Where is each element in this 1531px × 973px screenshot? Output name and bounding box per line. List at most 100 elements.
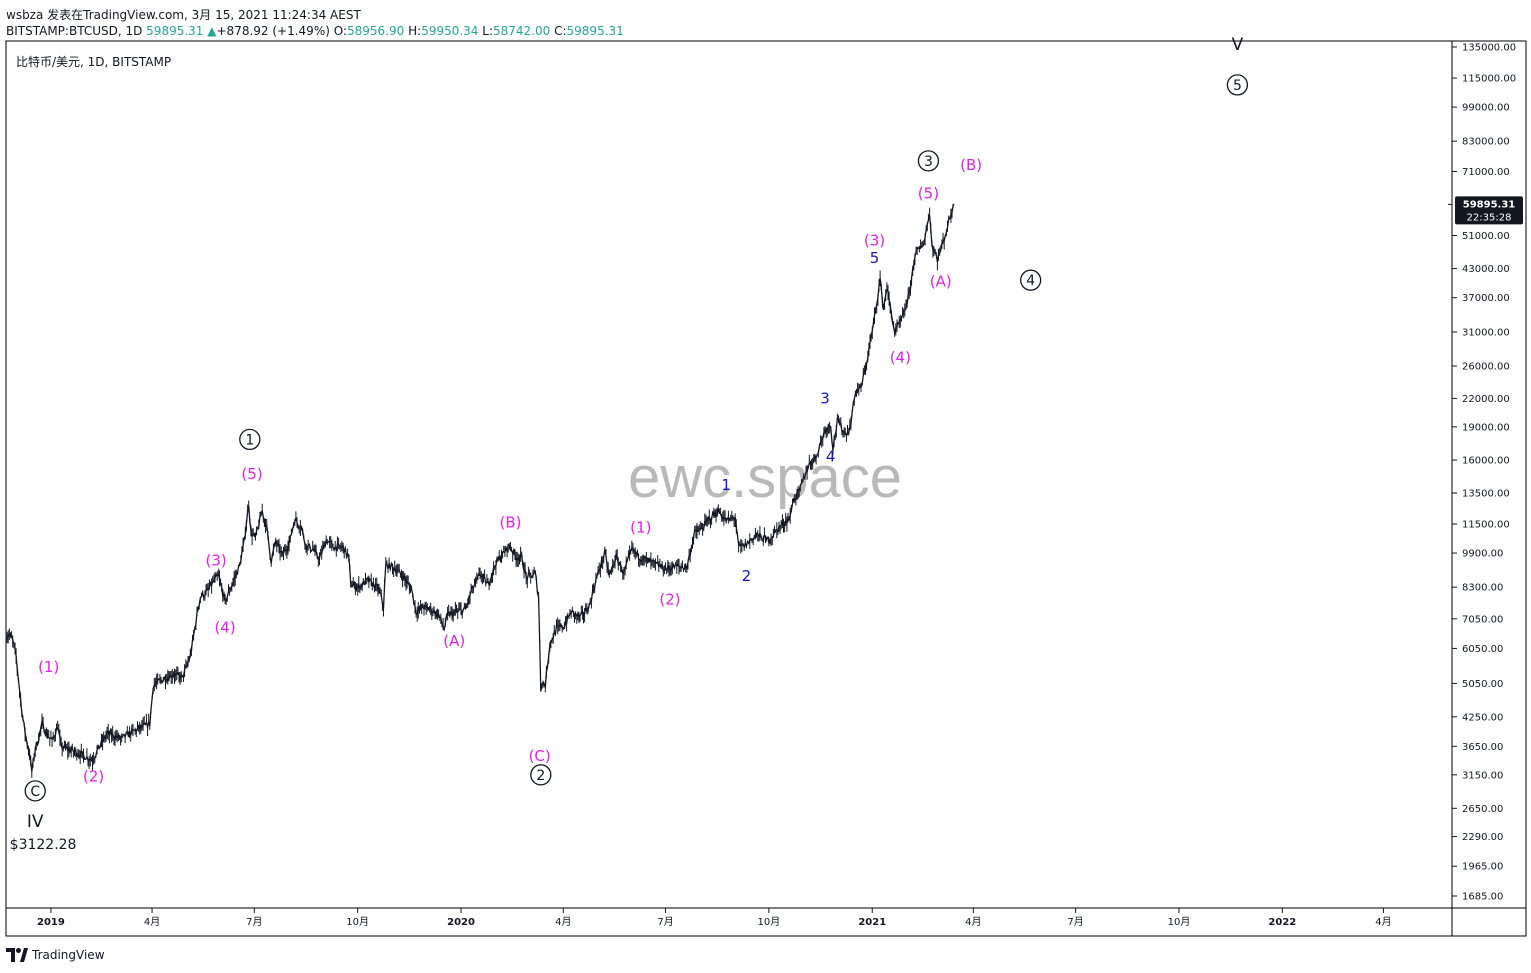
wave-label-text: 1 [721, 476, 731, 494]
time-tick-label: 10月 [758, 916, 781, 928]
low-value: 58742.00 [493, 24, 551, 38]
tradingview-brand: TradingView [32, 948, 105, 962]
price-tick-label: 83000.00 [1462, 137, 1510, 148]
open-value: 58956.90 [347, 24, 405, 38]
wave-label: (C) [529, 747, 551, 765]
price-tick-label: 19000.00 [1462, 422, 1510, 433]
price-axis[interactable]: 135000.00 115000.00 99000.00 83000.00 71000.… [1452, 43, 1516, 903]
wave-label: (2) [659, 590, 680, 608]
wave-label: 4 [826, 448, 836, 466]
wave-label-circle [24, 780, 46, 802]
wave-label: V [1232, 35, 1244, 55]
high-label: H: [408, 24, 422, 38]
price-tick-label: 1685.00 [1462, 892, 1503, 903]
chart-legend: 比特币/美元, 1D, BITSTAMP [16, 54, 171, 69]
wave-label-text: (2) [83, 767, 104, 785]
close-value: 59895.31 [566, 24, 624, 38]
price-tick-label: 9900.00 [1462, 549, 1503, 560]
wave-label-circle [239, 428, 261, 451]
price-tag: 59895.31 22:35:28 [1448, 196, 1523, 225]
price-tick-label: 115000.00 [1462, 74, 1516, 85]
wave-label-circle [1226, 74, 1249, 96]
wave-label-text: (B) [499, 514, 521, 532]
price-tick-label: 31000.00 [1462, 327, 1510, 338]
wave-label-text: 5 [870, 249, 880, 267]
time-axis[interactable]: 2019 4月 7月 10月 2020 4月 7月 10月 2021 4月 7月 10月 2022 4月 [37, 908, 1392, 928]
time-tick-label: 10月 [1168, 916, 1191, 928]
symbol-label: BITSTAMP:BTCUSD, 1D [6, 24, 143, 38]
price-tag-countdown: 22:35:28 [1467, 212, 1512, 223]
wave-label: (1) [630, 519, 651, 537]
price-tick-label: 37000.00 [1462, 293, 1510, 304]
wave-label-circle [530, 764, 552, 786]
wave-label-text: C [30, 784, 40, 800]
time-tick-label: 2022 [1268, 917, 1296, 928]
time-tick-label: 4月 [144, 916, 160, 928]
price-tick-label: 6050.00 [1462, 644, 1503, 655]
tradingview-logo-icon [6, 948, 28, 962]
price-tick-label: 5050.00 [1462, 679, 1503, 690]
wave-label: 1 [239, 428, 261, 451]
up-arrow-icon: ▲ [207, 24, 217, 38]
time-tick-label: 7月 [1067, 916, 1083, 928]
last-price: 59895.31 [146, 24, 204, 38]
time-tick-label: 2020 [447, 917, 475, 928]
wave-label-text: (3) [864, 231, 885, 249]
wave-label-text: (A) [930, 272, 952, 290]
wave-label-text: 2 [536, 768, 545, 784]
wave-label: (A) [443, 632, 465, 650]
wave-label-text: 3 [924, 154, 933, 170]
tradingview-logo[interactable]: TradingView [6, 945, 105, 965]
price-tick-label: 2290.00 [1462, 832, 1503, 843]
wave-label-text: (5) [241, 465, 262, 483]
wave-label-text: 4 [1026, 273, 1035, 289]
wave-label: 3 [820, 390, 830, 408]
wave-label-text: (1) [630, 519, 651, 537]
time-tick-label: 2021 [858, 917, 886, 928]
wave-label: (2) [83, 767, 104, 785]
wave-label-text: 3 [820, 390, 830, 408]
price-tick-label: 8300.00 [1462, 583, 1503, 594]
price-change: +878.92 (+1.49%) [216, 24, 330, 38]
price-tick-label: 13500.00 [1462, 488, 1510, 499]
publish-info: wsbza 发表在TradingView.com, 3月 15, 2021 11… [6, 6, 361, 23]
wave-label: 5 [1226, 74, 1249, 96]
wave-label-text: V [1232, 35, 1244, 55]
wave-label-text: $3122.28 [10, 837, 77, 853]
ohlc-bar: BITSTAMP:BTCUSD, 1D 59895.31 ▲+878.92 (+… [6, 24, 624, 38]
price-tick-label: 71000.00 [1462, 167, 1510, 178]
wave-label: (B) [499, 514, 521, 532]
price-chart[interactable]: ewc.space 比特币/美元, 1D, BITSTAMP 135000.00… [0, 0, 1531, 945]
wave-label-circle [917, 150, 940, 172]
time-tick-label: 7月 [657, 916, 673, 928]
price-tick-label: 99000.00 [1462, 103, 1510, 114]
wave-label: 2 [530, 764, 552, 786]
time-tick-label: 10月 [346, 916, 369, 928]
wave-label: $3122.28 [10, 837, 77, 853]
price-tick-label: 11500.00 [1462, 520, 1510, 531]
wave-label-text: 4 [826, 448, 836, 466]
price-tag-value: 59895.31 [1463, 199, 1516, 210]
price-tick-label: 51000.00 [1462, 231, 1510, 242]
wave-label: 1 [721, 476, 731, 494]
price-tick-label: 3150.00 [1462, 770, 1503, 781]
wave-label: (4) [214, 618, 235, 636]
wave-label: IV [27, 812, 44, 832]
price-tick-label: 16000.00 [1462, 456, 1510, 467]
time-tick-label: 2019 [37, 917, 65, 928]
wave-label: (B) [960, 156, 982, 174]
wave-label: 5 [870, 249, 880, 267]
wave-label: (3) [205, 551, 226, 569]
watermark: ewc.space [628, 445, 902, 510]
wave-label: 4 [1020, 269, 1042, 291]
time-tick-label: 7月 [246, 916, 262, 928]
wave-label-circle [1020, 269, 1042, 291]
wave-label-text: (2) [659, 590, 680, 608]
wave-label-text: (B) [960, 156, 982, 174]
price-tick-label: 135000.00 [1462, 43, 1516, 54]
wave-label: C [24, 780, 46, 802]
open-label: O: [333, 24, 348, 38]
wave-label-text: IV [27, 812, 44, 832]
wave-label-text: 2 [742, 567, 752, 585]
price-tick-label: 26000.00 [1462, 362, 1510, 373]
